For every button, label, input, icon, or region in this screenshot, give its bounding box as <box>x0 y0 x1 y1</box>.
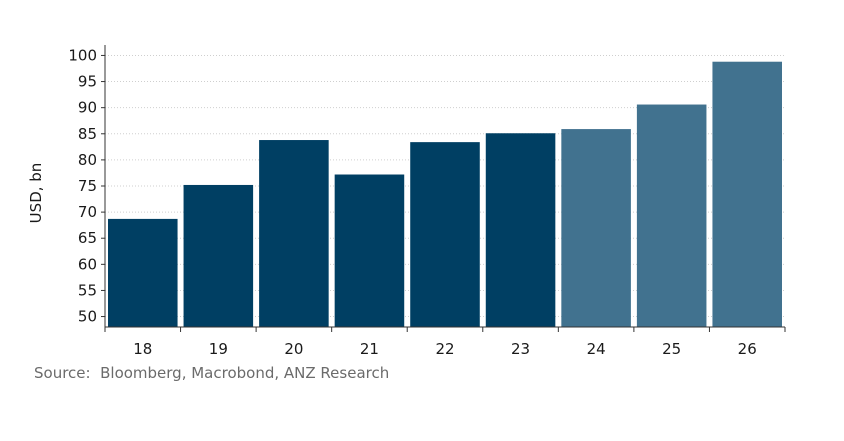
x-tick-labels: 18 19 20 21 22 23 24 25 26 <box>133 340 757 358</box>
x-tick-label: 21 <box>360 340 379 358</box>
x-tick-label: 26 <box>738 340 757 358</box>
bar-26 <box>712 61 782 327</box>
bar-23 <box>485 133 556 327</box>
x-tick-label: 23 <box>511 340 530 358</box>
x-tick-label: 22 <box>435 340 454 358</box>
axes <box>101 45 786 332</box>
bar-18 <box>108 218 178 327</box>
y-tick-label: 55 <box>78 281 97 299</box>
source-note: Source: Bloomberg, Macrobond, ANZ Resear… <box>34 364 390 382</box>
bar-21 <box>334 174 405 327</box>
y-tick-label: 65 <box>78 229 97 247</box>
y-tick-label: 90 <box>78 99 97 117</box>
y-axis-title: USD, bn <box>27 163 45 224</box>
y-tick-label: 100 <box>68 46 97 64</box>
x-tick-label: 20 <box>284 340 303 358</box>
bar-25 <box>636 104 707 328</box>
x-tick-label: 19 <box>209 340 228 358</box>
y-tick-label: 60 <box>78 255 97 273</box>
y-tick-label: 50 <box>78 308 97 326</box>
y-tick-label: 95 <box>78 73 97 91</box>
y-tick-label: 80 <box>78 151 97 169</box>
y-tick-label: 85 <box>78 125 97 143</box>
x-tick-label: 25 <box>662 340 681 358</box>
x-tick-label: 24 <box>587 340 606 358</box>
bar-22 <box>410 142 480 327</box>
y-tick-label: 75 <box>78 177 97 195</box>
y-tick-labels: 50 55 60 65 70 75 80 85 90 95 100 <box>68 46 97 325</box>
bar-19 <box>183 184 254 327</box>
x-tick-label: 18 <box>133 340 152 358</box>
y-tick-label: 70 <box>78 203 97 221</box>
bar-24 <box>561 129 631 327</box>
bar-20 <box>259 140 329 327</box>
bars <box>108 61 782 328</box>
